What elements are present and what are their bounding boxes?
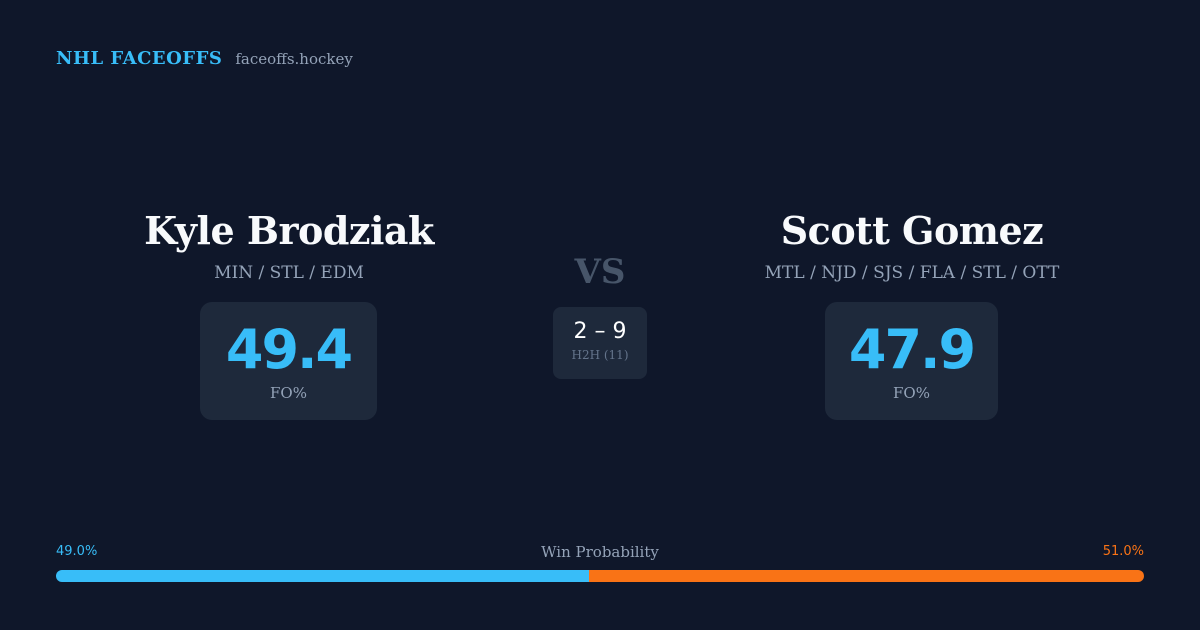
win-probability-left-label: 49.0%	[56, 544, 98, 559]
win-probability-right-segment	[589, 570, 1144, 582]
brand-header: NHL FACEOFFS faceoffs.hockey	[56, 48, 353, 74]
player-right-stat-card: 47.9 FO%	[825, 302, 998, 420]
player-left-name: Kyle Brodziak	[144, 208, 434, 253]
brand-domain: faceoffs.hockey	[235, 50, 353, 68]
win-probability-labels: 49.0% Win Probability 51.0%	[56, 543, 1144, 563]
player-left-fo-label: FO%	[270, 384, 307, 402]
player-left: Kyle Brodziak MIN / STL / EDM	[49, 208, 529, 284]
player-left-fo-value: 49.4	[225, 318, 353, 381]
brand-name: NHL FACEOFFS	[56, 48, 223, 69]
win-probability-left-segment	[56, 570, 590, 582]
win-probability-bar	[56, 570, 1144, 582]
h2h-card: 2 – 9 H2H (11)	[553, 307, 647, 379]
vs-label: VS	[574, 252, 626, 292]
h2h-label: H2H (11)	[571, 348, 629, 362]
player-right-fo-label: FO%	[893, 384, 930, 402]
win-probability-title: Win Probability	[541, 543, 659, 561]
player-right-fo-value: 47.9	[848, 318, 976, 381]
h2h-score: 2 – 9	[573, 319, 627, 344]
player-right: Scott Gomez MTL / NJD / SJS / FLA / STL …	[672, 208, 1152, 284]
player-left-stat-card: 49.4 FO%	[200, 302, 377, 420]
win-probability-right-label: 51.0%	[1102, 544, 1144, 559]
player-right-teams: MTL / NJD / SJS / FLA / STL / OTT	[764, 263, 1060, 283]
player-right-name: Scott Gomez	[780, 208, 1044, 253]
player-left-teams: MIN / STL / EDM	[214, 263, 364, 283]
